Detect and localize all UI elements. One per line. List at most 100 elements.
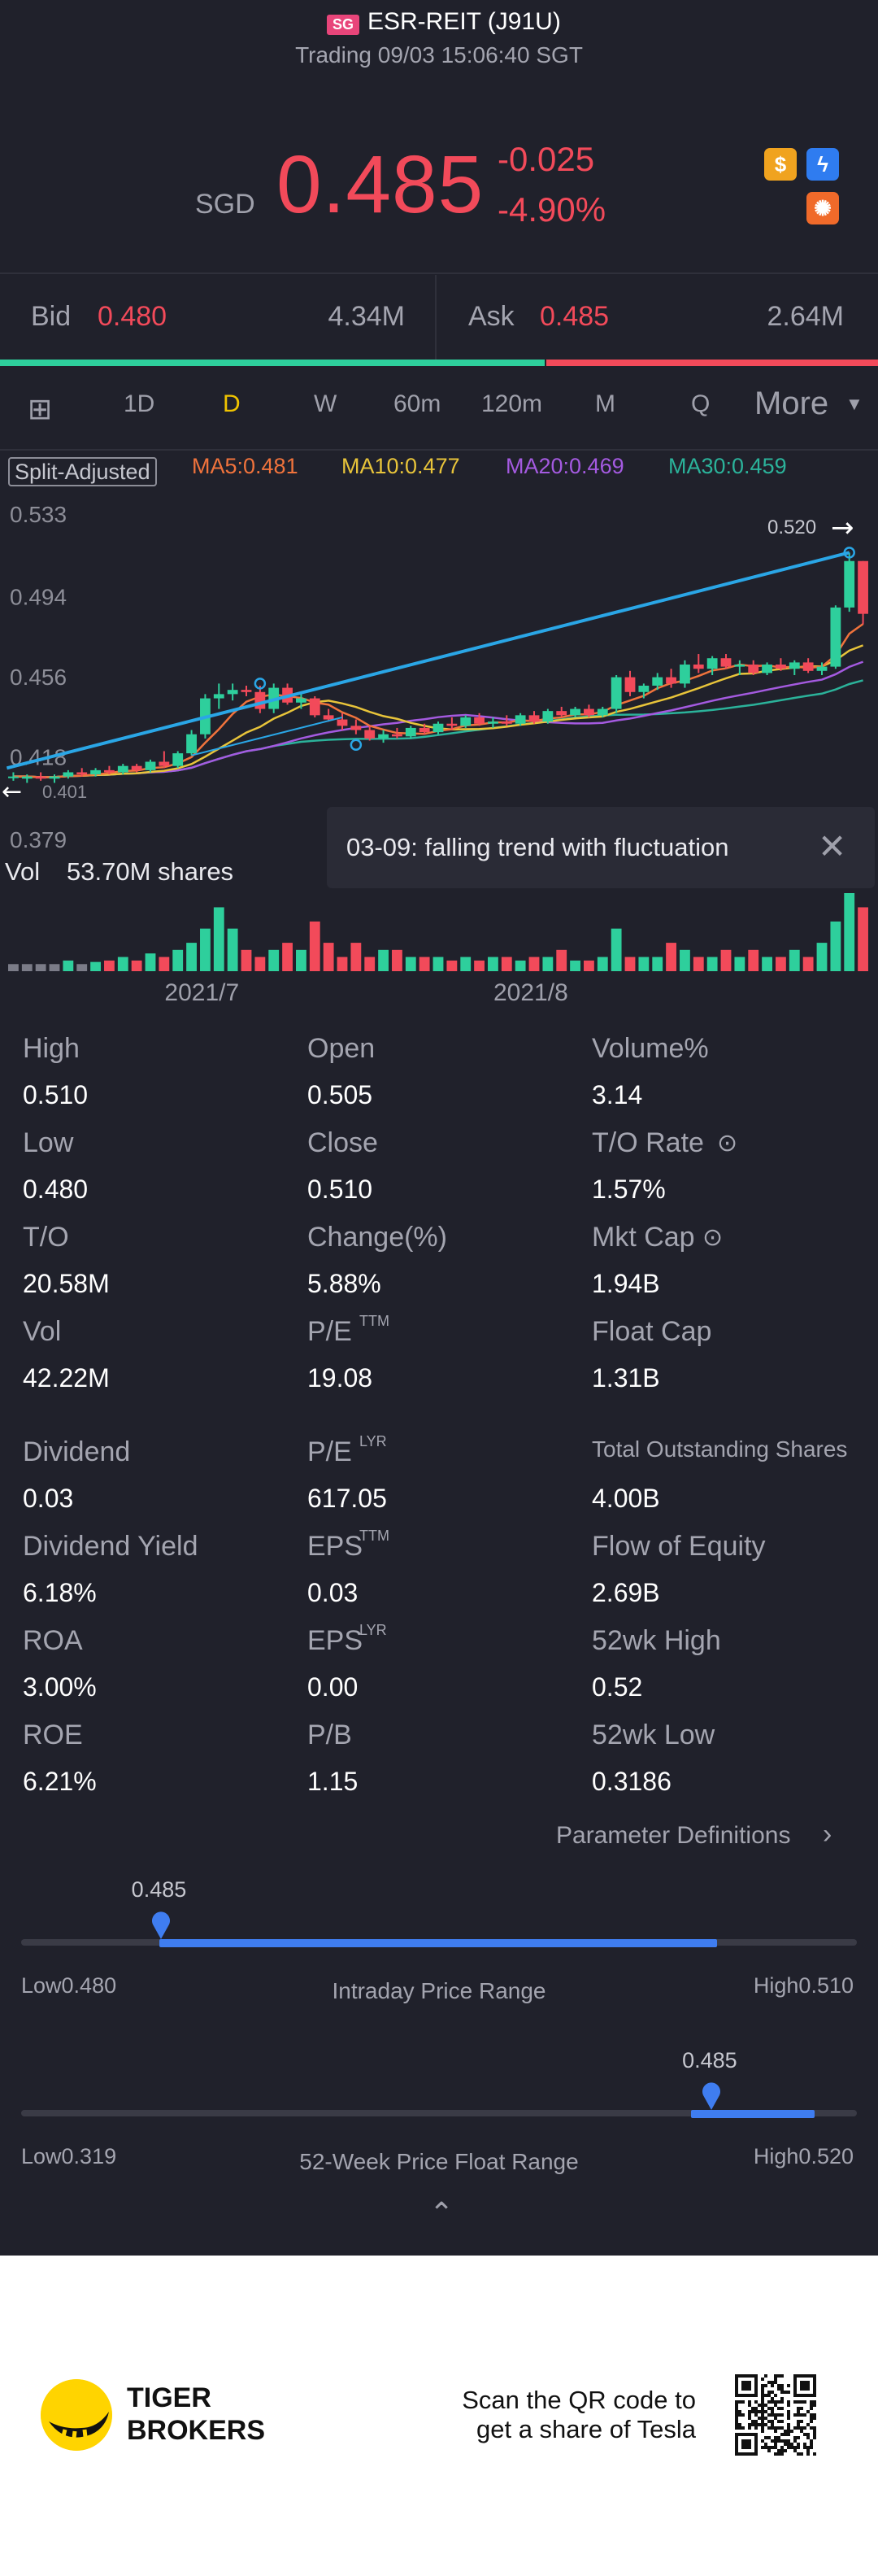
stock-title: ESR-REIT (J91U) <box>367 8 561 35</box>
y-tick-label: 0.533 <box>10 502 67 527</box>
volume-bar <box>542 957 554 971</box>
tooltip-text: 03-09: falling trend with fluctuation <box>346 833 729 861</box>
qr-module <box>787 2439 790 2443</box>
qr-module <box>735 2413 738 2417</box>
qr-module <box>806 2449 810 2452</box>
qr-module <box>771 2391 774 2394</box>
qr-module <box>787 2426 790 2430</box>
qr-module <box>764 2410 767 2413</box>
tab-more[interactable]: More <box>754 386 829 421</box>
chevron-right-icon[interactable]: › <box>823 1819 832 1850</box>
tab-1d[interactable]: 1D <box>124 390 155 417</box>
candle-body <box>392 734 402 737</box>
qr-module <box>800 2430 803 2433</box>
qr-module <box>806 2436 810 2439</box>
qr-module <box>800 2420 803 2423</box>
candle-body <box>748 665 759 673</box>
qr-module <box>780 2452 784 2456</box>
candle-body <box>515 715 526 724</box>
volume-bar <box>611 928 622 971</box>
qr-module <box>774 2400 777 2404</box>
qr-module <box>761 2407 764 2410</box>
stat-value: 0.510 <box>307 1175 373 1204</box>
volume-bar <box>748 949 759 971</box>
candle-body <box>159 761 170 766</box>
candle-body <box>776 665 786 669</box>
split-adjusted-toggle[interactable]: Split-Adjusted <box>8 457 157 486</box>
qr-module <box>806 2423 810 2426</box>
candle-body <box>227 690 238 695</box>
tab-d[interactable]: D <box>223 390 241 417</box>
qr-module <box>764 2436 767 2439</box>
stat-value: 19.08 <box>307 1363 373 1393</box>
close-icon[interactable]: ✕ <box>818 827 847 865</box>
candle-body <box>693 665 704 669</box>
qr-module <box>771 2407 774 2410</box>
qr-module <box>793 2446 797 2449</box>
candle-body <box>460 717 472 726</box>
stat-label: Low <box>23 1127 74 1158</box>
qr-module <box>767 2407 771 2410</box>
qr-module <box>780 2384 784 2387</box>
qr-module <box>767 2436 771 2439</box>
candle-body <box>474 717 485 724</box>
stat-label: T/O Rate <box>592 1127 704 1158</box>
ma20-line <box>13 660 864 778</box>
tab-60m[interactable]: 60m <box>393 390 441 417</box>
settings-swirl-icon[interactable]: ✺ <box>806 192 839 224</box>
qr-module <box>748 2413 751 2417</box>
candle-body <box>666 677 676 684</box>
volume-bar <box>858 907 868 971</box>
qr-module <box>803 2433 806 2436</box>
ma30-label: MA30:0.459 <box>668 454 787 478</box>
ask-panel: Ask 0.485 2.64M <box>439 277 878 358</box>
candle-body <box>638 685 650 692</box>
qr-module <box>761 2391 764 2394</box>
qr-module <box>777 2413 780 2417</box>
qr-module <box>797 2420 800 2423</box>
lightning-icon[interactable]: ϟ <box>806 148 839 181</box>
candle-body <box>145 761 156 770</box>
qr-module <box>758 2417 761 2420</box>
tab-q[interactable]: Q <box>691 390 711 417</box>
qr-module <box>784 2433 787 2436</box>
qr-module <box>767 2413 771 2417</box>
tab-m[interactable]: M <box>595 390 615 417</box>
qr-module <box>774 2378 777 2381</box>
qr-module <box>803 2446 806 2449</box>
qr-module <box>787 2430 790 2433</box>
tab-w[interactable]: W <box>314 390 337 417</box>
volume-bar <box>21 964 33 971</box>
dollar-icon[interactable]: $ <box>764 148 797 181</box>
info-icon[interactable]: ⊙ <box>717 1130 738 1157</box>
chevron-down-icon[interactable]: ▼ <box>845 394 863 414</box>
volume-bar <box>528 957 540 971</box>
tab-120m[interactable]: 120m <box>481 390 543 417</box>
qr-module <box>813 2436 816 2439</box>
stat-value: 0.3186 <box>592 1767 672 1796</box>
info-icon[interactable]: ⊙ <box>702 1224 724 1251</box>
share-footer: TIGER BROKERS Scan the QR code to get a … <box>0 2256 878 2576</box>
qr-module <box>813 2417 816 2420</box>
trend-tooltip: 03-09: falling trend with fluctuation ✕ <box>327 807 875 888</box>
qr-module <box>767 2426 771 2430</box>
stat-value: 4.00B <box>592 1484 660 1513</box>
stat-value: 3.14 <box>592 1080 643 1109</box>
ask-price: 0.485 <box>540 301 610 332</box>
qr-module <box>761 2446 764 2449</box>
qr-module <box>735 2407 738 2410</box>
candle-body <box>241 690 252 692</box>
parameter-definitions-link[interactable]: Parameter Definitions <box>556 1822 791 1849</box>
stat-value: 0.480 <box>23 1175 89 1204</box>
qr-module <box>754 2423 758 2426</box>
qr-module <box>793 2426 797 2430</box>
qr-module <box>813 2413 816 2417</box>
volume-bar <box>90 961 101 971</box>
layout-grid-icon[interactable]: ⊞ <box>28 392 53 425</box>
qr-module <box>780 2391 784 2394</box>
chevron-up-icon[interactable]: ⌃ <box>429 2196 454 2229</box>
qr-module <box>767 2420 771 2423</box>
stat-value: 617.05 <box>307 1484 387 1513</box>
stat-value: 0.00 <box>307 1672 359 1702</box>
